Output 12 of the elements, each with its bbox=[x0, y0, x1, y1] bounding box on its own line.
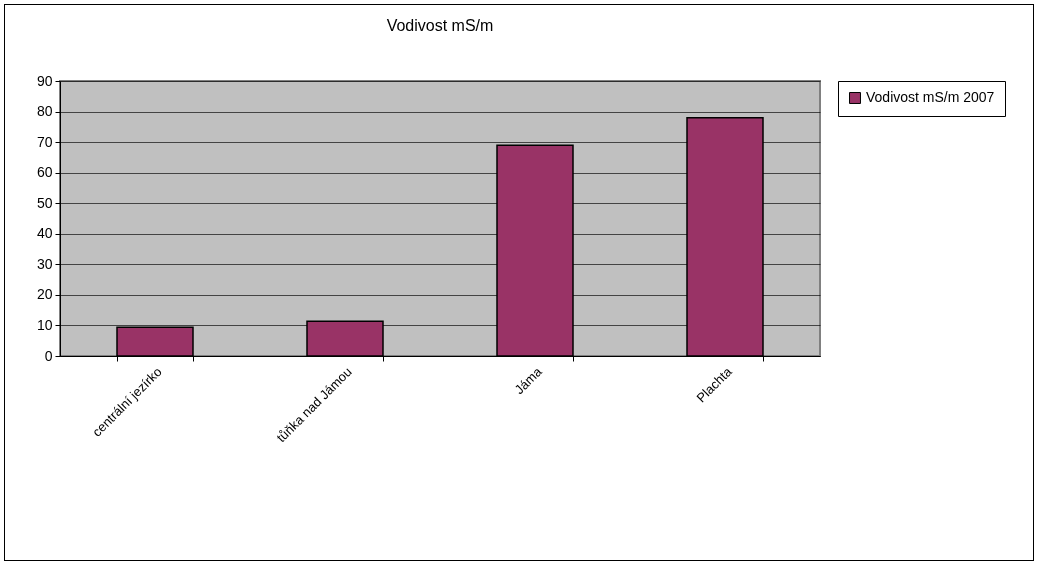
chart-title: Vodivost mS/m bbox=[386, 17, 494, 34]
y-tick-label: 80 bbox=[36, 103, 53, 120]
y-tick-label: 50 bbox=[36, 194, 53, 211]
y-tick-label: 90 bbox=[36, 72, 53, 89]
y-tick-label: 60 bbox=[36, 164, 53, 181]
y-tick-label: 20 bbox=[36, 286, 53, 303]
y-tick-label: 40 bbox=[36, 225, 53, 242]
y-tick-label: 30 bbox=[36, 255, 53, 272]
y-tick-label: 70 bbox=[36, 133, 53, 150]
y-tick-label: 0 bbox=[44, 347, 53, 364]
y-tick-label: 10 bbox=[36, 316, 53, 333]
legend-label: Vodivost mS/m 2007 bbox=[866, 89, 995, 105]
